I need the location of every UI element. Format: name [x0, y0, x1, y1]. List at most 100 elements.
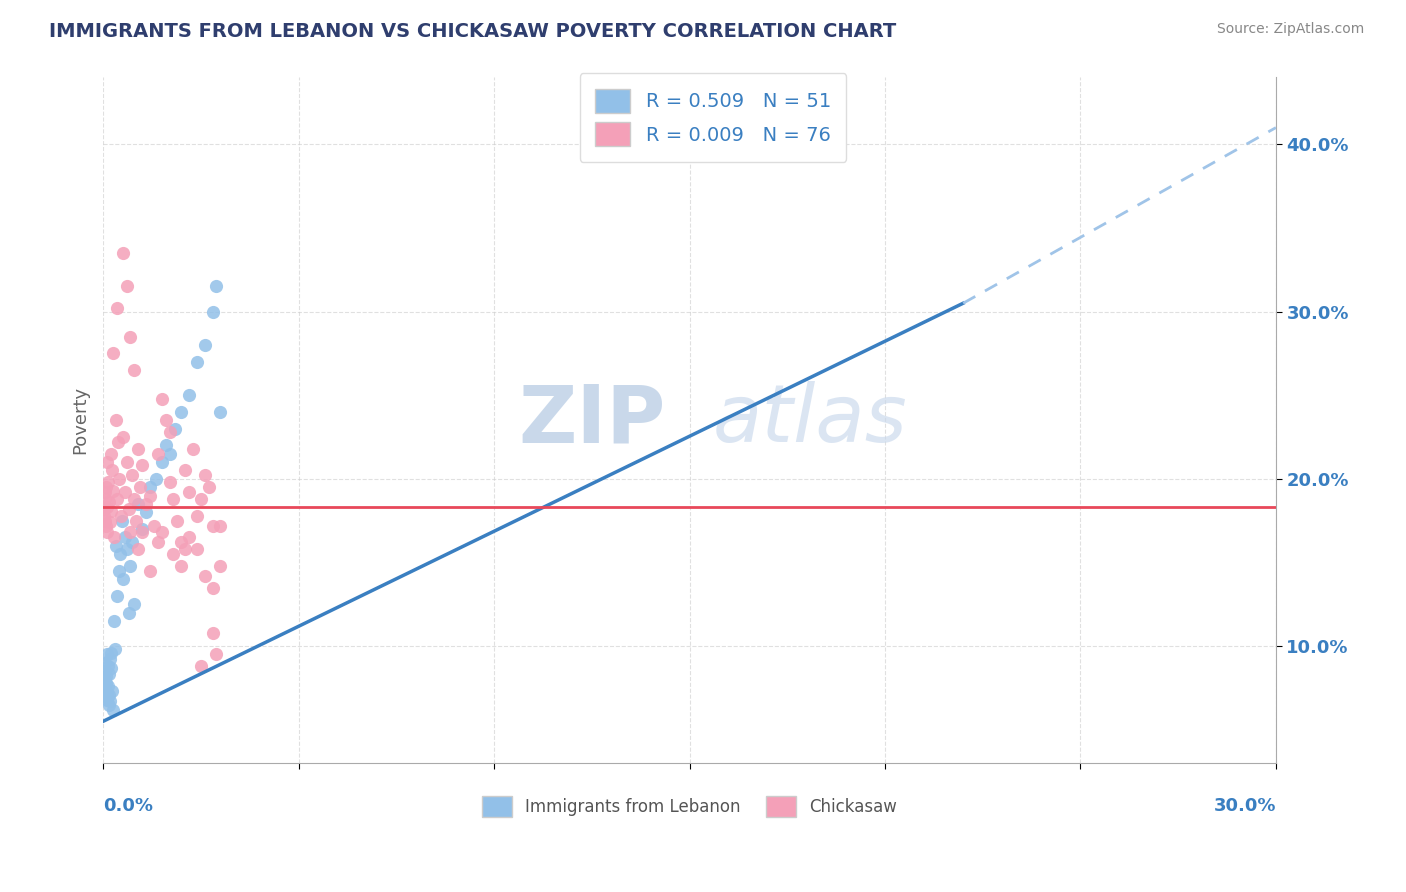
Point — [111, 246, 134, 260]
Point — [179, 485, 201, 500]
Point — [115, 542, 138, 557]
Point — [105, 491, 128, 506]
Point — [170, 535, 193, 549]
Point — [101, 463, 124, 477]
Point — [110, 508, 132, 523]
Point — [179, 388, 201, 402]
Point — [114, 530, 136, 544]
Point — [174, 463, 197, 477]
Point — [139, 480, 162, 494]
Point — [96, 480, 118, 494]
Point — [93, 673, 115, 687]
Point — [117, 502, 139, 516]
Point — [115, 455, 138, 469]
Point — [170, 558, 193, 573]
Point — [120, 525, 142, 540]
Point — [104, 642, 127, 657]
Point — [111, 430, 134, 444]
Point — [107, 435, 129, 450]
Point — [186, 508, 208, 523]
Point — [120, 558, 142, 573]
Point — [135, 497, 157, 511]
Point — [96, 525, 118, 540]
Point — [179, 530, 201, 544]
Point — [131, 522, 153, 536]
Point — [146, 447, 169, 461]
Point — [98, 516, 121, 530]
Text: 0.0%: 0.0% — [103, 797, 153, 815]
Point — [94, 656, 117, 670]
Text: Source: ZipAtlas.com: Source: ZipAtlas.com — [1216, 22, 1364, 37]
Point — [100, 646, 122, 660]
Point — [97, 475, 120, 490]
Point — [121, 468, 143, 483]
Point — [100, 684, 122, 698]
Point — [150, 392, 173, 406]
Point — [127, 542, 149, 557]
Point — [115, 279, 138, 293]
Point — [159, 447, 181, 461]
Point — [162, 547, 184, 561]
Point — [150, 455, 173, 469]
Point — [186, 542, 208, 557]
Point — [159, 425, 181, 439]
Point — [150, 525, 173, 540]
Text: ZIP: ZIP — [519, 381, 666, 459]
Point — [145, 472, 167, 486]
Text: 30.0%: 30.0% — [1213, 797, 1275, 815]
Point — [165, 422, 187, 436]
Point — [209, 405, 232, 419]
Point — [129, 480, 152, 494]
Point — [98, 667, 121, 681]
Point — [98, 688, 121, 702]
Text: IMMIGRANTS FROM LEBANON VS CHICKASAW POVERTY CORRELATION CHART: IMMIGRANTS FROM LEBANON VS CHICKASAW POV… — [49, 22, 897, 41]
Point — [96, 648, 118, 662]
Point — [120, 329, 142, 343]
Point — [96, 500, 118, 515]
Point — [105, 539, 128, 553]
Point — [131, 458, 153, 473]
Point — [162, 491, 184, 506]
Point — [97, 679, 120, 693]
Point — [194, 569, 217, 583]
Point — [174, 542, 197, 557]
Point — [197, 480, 219, 494]
Point — [94, 690, 117, 704]
Point — [125, 514, 148, 528]
Point — [111, 572, 134, 586]
Point — [131, 525, 153, 540]
Point — [100, 661, 122, 675]
Point — [96, 676, 118, 690]
Point — [93, 508, 115, 523]
Point — [103, 483, 125, 498]
Point — [124, 363, 146, 377]
Point — [155, 438, 177, 452]
Point — [201, 518, 224, 533]
Point — [96, 455, 118, 469]
Point — [209, 558, 232, 573]
Point — [124, 597, 146, 611]
Point — [127, 442, 149, 456]
Point — [94, 669, 117, 683]
Point — [139, 489, 162, 503]
Point — [121, 535, 143, 549]
Point — [94, 514, 117, 528]
Legend: Immigrants from Lebanon, Chickasaw: Immigrants from Lebanon, Chickasaw — [475, 789, 904, 823]
Text: atlas: atlas — [713, 381, 908, 459]
Point — [103, 530, 125, 544]
Point — [107, 564, 129, 578]
Point — [105, 589, 128, 603]
Point — [97, 698, 120, 712]
Point — [94, 491, 117, 506]
Point — [190, 491, 212, 506]
Point — [139, 564, 162, 578]
Point — [194, 338, 217, 352]
Y-axis label: Poverty: Poverty — [72, 386, 89, 454]
Point — [104, 413, 127, 427]
Point — [146, 535, 169, 549]
Point — [190, 659, 212, 673]
Point — [94, 518, 117, 533]
Point — [93, 485, 115, 500]
Point — [93, 681, 115, 695]
Point — [127, 497, 149, 511]
